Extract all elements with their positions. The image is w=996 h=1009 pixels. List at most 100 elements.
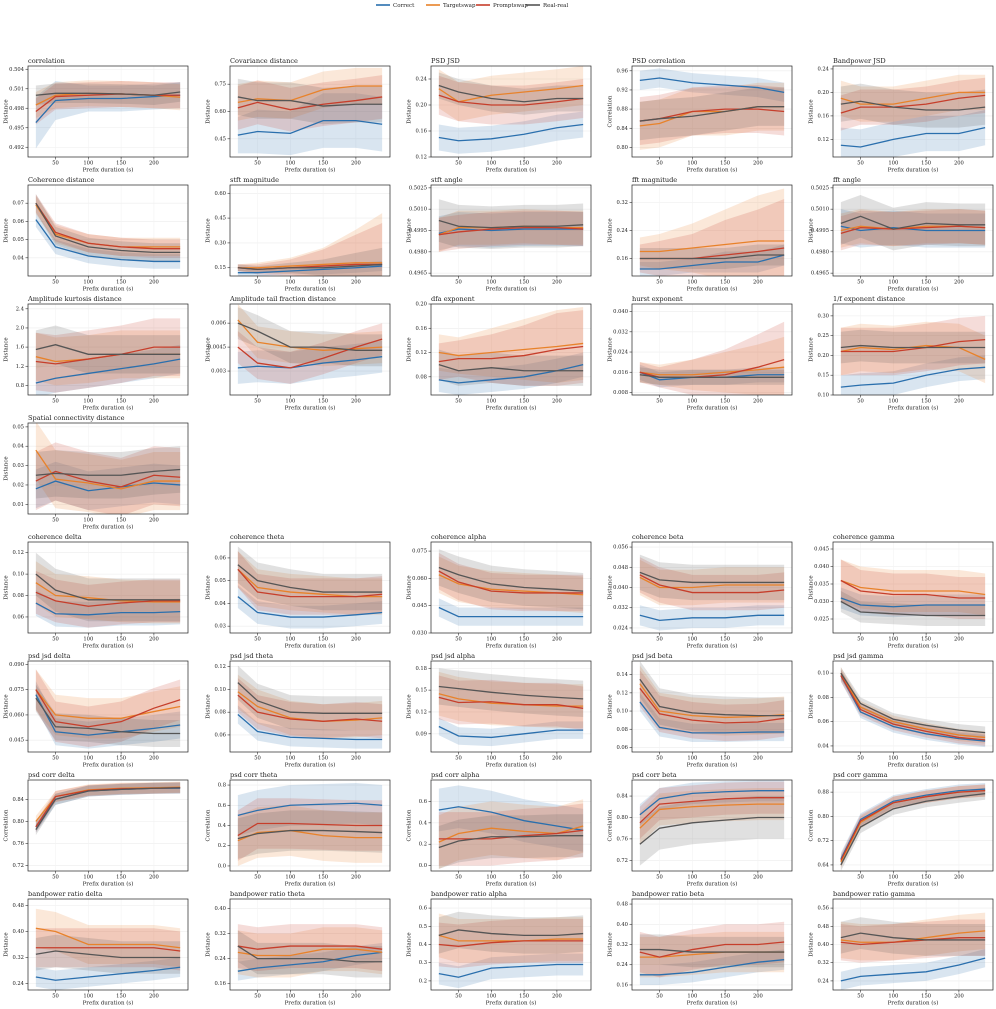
y-tick-label: 0.05 <box>214 578 226 584</box>
confidence-band <box>237 307 383 367</box>
confidence-band <box>840 194 986 251</box>
x-tick-label: 100 <box>285 637 295 643</box>
subplot-title: stft magnitude <box>230 176 279 184</box>
series-line <box>639 374 785 378</box>
series-line <box>840 675 986 741</box>
y-axis-label: Distance <box>407 218 413 242</box>
axes-frame <box>430 65 592 158</box>
confidence-band <box>840 110 986 157</box>
x-tick-label: 200 <box>954 161 964 167</box>
confidence-band <box>639 199 785 276</box>
x-tick-label: 100 <box>83 994 93 1000</box>
series-line <box>438 228 584 234</box>
confidence-band <box>438 799 584 869</box>
subplot-title: psd corr delta <box>28 771 75 779</box>
confidence-band <box>438 671 584 728</box>
y-tick-label: 0.80 <box>616 145 628 151</box>
subplot-title: psd corr beta <box>632 771 677 779</box>
x-axis-label: Prefix duration (s) <box>285 881 336 888</box>
x-tick-label: 100 <box>83 280 93 286</box>
y-axis-label: Distance <box>4 932 10 956</box>
x-tick-label: 50 <box>656 280 663 286</box>
y-tick-label: 0.25 <box>817 333 829 339</box>
subplot-title: psd jsd gamma <box>833 652 883 660</box>
series-line <box>35 950 181 959</box>
confidence-band <box>639 321 785 395</box>
series-line <box>639 701 785 734</box>
subplot-title: coherence theta <box>230 533 284 541</box>
y-tick-label: 0.16 <box>214 981 226 987</box>
x-tick-label: 50 <box>52 875 59 881</box>
y-tick-label: 0.05 <box>12 424 24 430</box>
y-tick-label: 0.10 <box>12 572 24 578</box>
x-tick-label: 150 <box>720 280 730 286</box>
series-line <box>840 957 986 982</box>
x-axis-label: Prefix duration (s) <box>285 167 336 174</box>
y-axis-label: Distance <box>407 575 413 599</box>
y-tick-label: 0.16 <box>415 326 427 332</box>
y-tick-label: 0.12 <box>12 550 24 556</box>
x-tick-label: 150 <box>921 994 931 1000</box>
plot-area <box>639 554 785 631</box>
x-tick-label: 100 <box>687 756 697 762</box>
subplot-title: psd jsd delta <box>28 652 71 660</box>
series-line <box>639 797 785 824</box>
y-tick-label: 0.6 <box>419 799 427 805</box>
plot-area <box>237 304 383 384</box>
y-tick-label: 0.6 <box>218 803 226 809</box>
y-tick-label: 0.12 <box>415 350 427 356</box>
series-line <box>639 941 785 958</box>
y-tick-label: 0.032 <box>613 605 628 611</box>
confidence-band <box>438 717 584 747</box>
series-line <box>237 564 383 593</box>
subplot-title: bandpower ratio theta <box>230 890 305 898</box>
y-tick-label: 0.6 <box>419 906 427 912</box>
subplot-title: psd corr theta <box>230 771 277 779</box>
x-tick-label: 100 <box>83 161 93 167</box>
y-tick-label: 0.16 <box>616 256 628 262</box>
series-line <box>840 366 986 388</box>
series-line <box>35 344 181 355</box>
x-tick-label: 200 <box>149 994 159 1000</box>
x-tick-label: 100 <box>486 161 496 167</box>
series-line <box>438 929 584 937</box>
confidence-band <box>237 810 383 859</box>
x-tick-label: 200 <box>753 875 763 881</box>
y-tick-label: 0.08 <box>415 374 427 380</box>
x-axis-label: Prefix duration (s) <box>687 1000 738 1007</box>
y-tick-label: 0.03 <box>12 463 24 469</box>
y-tick-label: 0.045 <box>814 547 829 553</box>
x-tick-label: 100 <box>888 637 898 643</box>
y-tick-label: 0.056 <box>613 545 628 551</box>
legend-label: Correct <box>393 3 415 9</box>
series-line <box>237 119 383 136</box>
confidence-band <box>840 591 986 626</box>
y-tick-label: 0.030 <box>412 631 427 637</box>
confidence-band <box>237 678 383 739</box>
axes-frame <box>430 184 592 277</box>
x-axis-label: Prefix duration (s) <box>285 405 336 412</box>
series-line <box>840 600 986 617</box>
confidence-band <box>237 798 383 861</box>
y-axis-label: Correlation <box>206 809 212 841</box>
confidence-band <box>639 949 785 985</box>
subplot: hurst exponent 0.008 0.016 0.024 0.032 0.040 5… <box>608 295 793 412</box>
axes-frame <box>27 541 189 634</box>
subplot-title: coherence alpha <box>431 533 486 541</box>
y-tick-label: 0.84 <box>616 794 628 800</box>
y-tick-label: 0.12 <box>817 137 829 143</box>
x-tick-label: 50 <box>254 756 261 762</box>
x-tick-label: 200 <box>552 637 562 643</box>
x-tick-label: 50 <box>656 875 663 881</box>
series-line <box>237 951 383 972</box>
x-axis-label: Prefix duration (s) <box>687 405 738 412</box>
subplot: coherence theta 0.03 0.04 0.05 0.06 50 100 150 2… <box>206 533 391 650</box>
subplot: PSD JSD 0.12 0.16 0.20 0.24 50 100 150 200 Prefix… <box>407 57 592 174</box>
x-tick-label: 50 <box>52 637 59 643</box>
confidence-band <box>840 321 986 384</box>
y-tick-label: 0.84 <box>616 126 628 132</box>
axes-frame <box>229 898 391 991</box>
subplot: Amplitude tail fraction distance 0.003 0.0… <box>206 295 391 412</box>
